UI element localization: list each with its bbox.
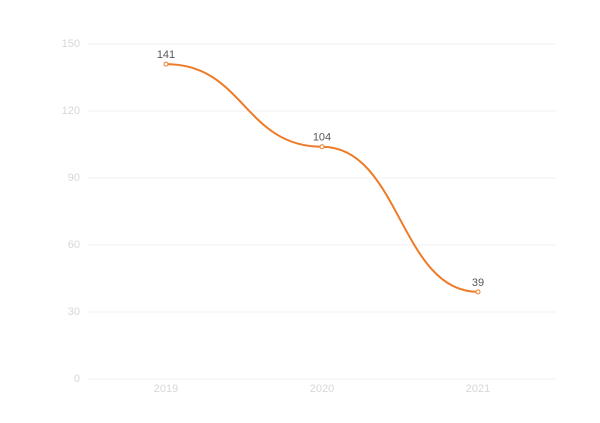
data-point-label: 39 — [472, 277, 484, 289]
y-tick-label: 60 — [68, 239, 80, 251]
y-tick-label: 30 — [68, 306, 80, 318]
y-tick-label: 90 — [68, 172, 80, 184]
data-point-label: 104 — [313, 132, 331, 144]
data-point-marker[interactable] — [319, 144, 325, 150]
data-point-label: 141 — [157, 49, 175, 61]
data-point-marker[interactable] — [475, 289, 481, 295]
y-tick-label: 150 — [62, 38, 80, 50]
x-tick-label: 2021 — [466, 383, 490, 395]
data-point-marker[interactable] — [163, 61, 169, 67]
y-tick-label: 0 — [74, 373, 80, 385]
y-tick-label: 120 — [62, 105, 80, 117]
x-tick-label: 2020 — [310, 383, 334, 395]
x-tick-label: 2019 — [154, 383, 178, 395]
